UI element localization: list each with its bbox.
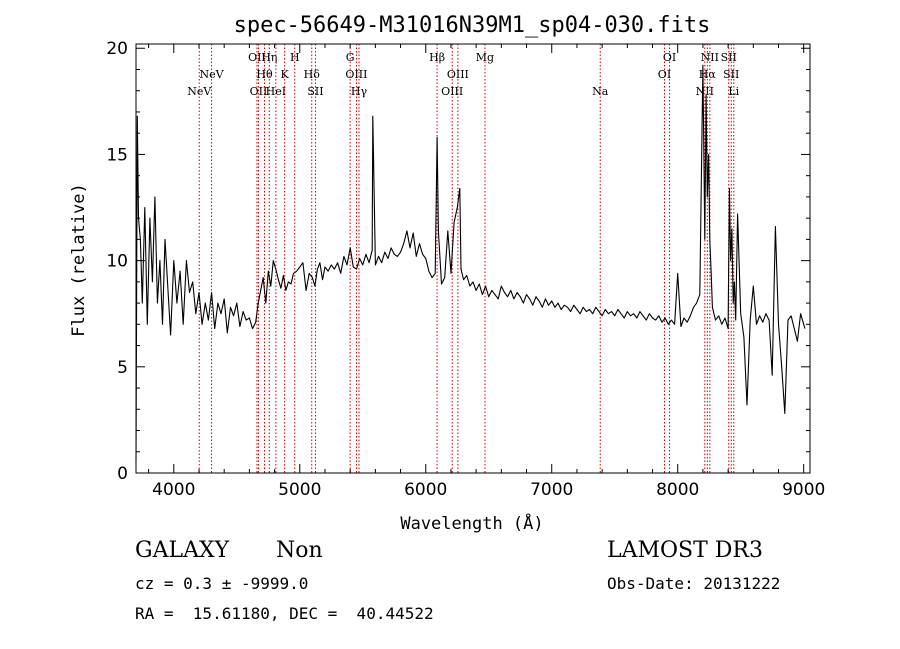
- emission-line-label: SII: [723, 68, 739, 81]
- x-tick-label: 8000: [656, 480, 699, 500]
- emission-line-label: OII: [248, 51, 266, 64]
- emission-line-label: NeV: [187, 85, 212, 98]
- emission-line-label: Na: [592, 85, 609, 98]
- emission-line-label: Hγ: [351, 85, 368, 98]
- emission-line-label: SII: [307, 85, 323, 98]
- emission-line-label: Hβ: [429, 51, 445, 64]
- plot-frame: [135, 43, 811, 474]
- emission-line-label: SII: [721, 51, 737, 64]
- emission-line-label: Mg: [476, 51, 494, 64]
- x-tick-label: 4000: [152, 480, 195, 500]
- redshift-info: cz = 0.3 ± -9999.0: [135, 574, 309, 593]
- emission-line-label: Hα: [699, 68, 717, 81]
- emission-line-label: Hδ: [304, 68, 321, 81]
- chart-title: spec-56649-M31016N39M1_sp04-030.fits: [234, 13, 711, 38]
- x-tick-label: 7000: [530, 480, 573, 500]
- plot-area: NeVNeVOIIOIIHθHηHeIKHHδSIIGOIIIHγHβOIIIO…: [106, 39, 825, 500]
- x-tick-label: 5000: [278, 480, 321, 500]
- emission-line-label: OIII: [447, 68, 469, 81]
- coordinates: RA = 15.61180, DEC = 40.44522: [135, 604, 434, 623]
- y-tick-label: 5: [117, 358, 128, 378]
- x-axis-label: Wavelength (Å): [400, 512, 543, 534]
- object-class: GALAXY: [135, 538, 230, 563]
- emission-line-label: Li: [728, 85, 739, 98]
- x-tick-label: 6000: [404, 480, 447, 500]
- emission-line-label: NII: [696, 85, 714, 98]
- spectrum-line: [135, 64, 806, 463]
- emission-line-label: K: [281, 68, 290, 81]
- emission-line-label: Hθ: [256, 68, 273, 81]
- emission-line-label: OI: [663, 51, 676, 64]
- y-tick-label: 0: [117, 464, 128, 484]
- y-tick-label: 15: [106, 145, 128, 165]
- observation-date: Obs-Date: 20131222: [607, 574, 781, 593]
- x-tick-label: 9000: [782, 480, 825, 500]
- y-tick-label: 10: [106, 252, 128, 272]
- y-tick-label: 20: [106, 39, 128, 59]
- emission-line-label: OII: [250, 85, 268, 98]
- emission-line-label: H: [290, 51, 300, 64]
- survey-name: LAMOST DR3: [607, 538, 763, 563]
- emission-line-label: NeV: [200, 68, 225, 81]
- emission-line-label: HeI: [266, 85, 286, 98]
- emission-line-label: G: [346, 51, 355, 64]
- emission-line-label: NII: [701, 51, 719, 64]
- emission-line-label: OIII: [441, 85, 463, 98]
- emission-line-label: Hη: [261, 51, 277, 64]
- object-subclass: Non: [276, 538, 323, 563]
- emission-line-label: OI: [658, 68, 671, 81]
- y-axis-label: Flux (relative): [69, 183, 89, 337]
- emission-line-label: OIII: [345, 68, 367, 81]
